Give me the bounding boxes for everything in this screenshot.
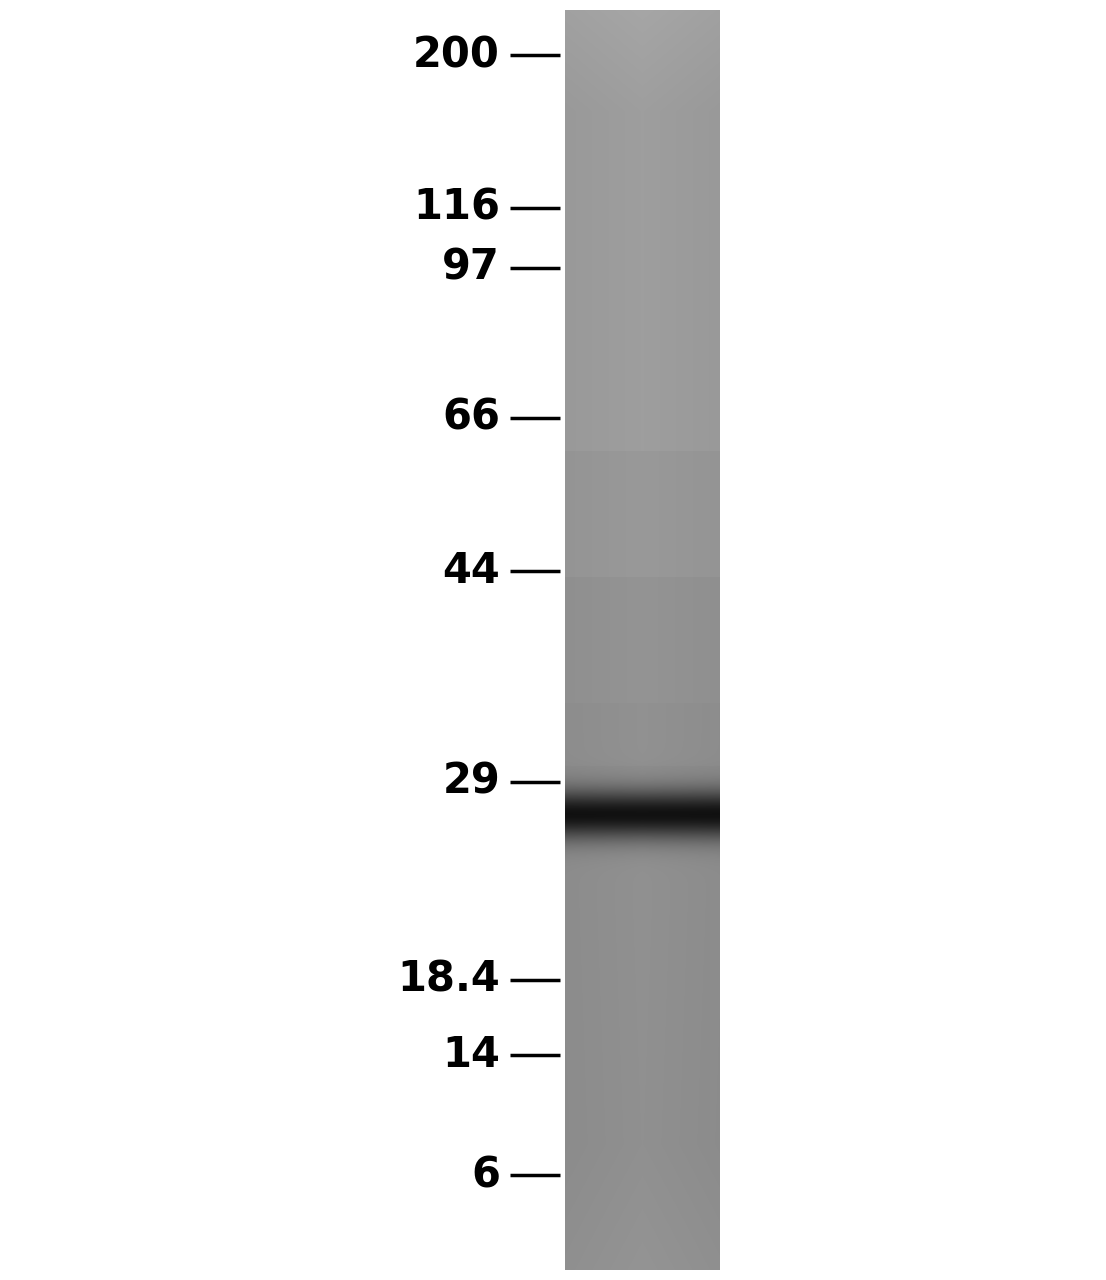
Text: 66: 66 (442, 397, 500, 439)
Text: 29: 29 (442, 762, 500, 803)
Text: 18.4: 18.4 (397, 959, 500, 1001)
Text: 44: 44 (442, 550, 500, 591)
Text: 6: 6 (471, 1155, 500, 1196)
Text: 116: 116 (413, 187, 500, 229)
Text: 200: 200 (414, 35, 500, 76)
Text: 97: 97 (442, 247, 500, 289)
Text: 14: 14 (442, 1034, 500, 1076)
